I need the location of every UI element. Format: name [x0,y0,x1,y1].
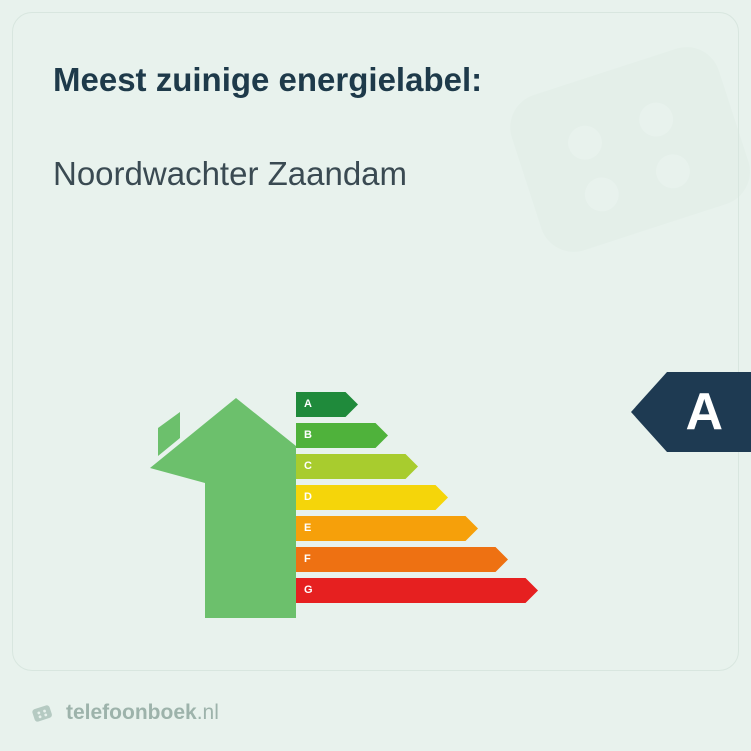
rating-badge: A [631,372,751,452]
house-icon [150,398,300,623]
book-icon [28,699,56,727]
bar-label: G [304,578,313,603]
brand-name: telefoonboek [66,701,197,724]
bar-label: D [304,485,312,510]
badge-arrow [631,372,667,452]
card-subtitle: Noordwachter Zaandam [53,155,698,193]
bar-label: F [304,547,311,572]
card-title: Meest zuinige energielabel: [53,61,698,99]
footer-brand: telefoonboek.nl [28,699,219,727]
bar-label: E [304,516,311,541]
bar-label: B [304,423,312,448]
footer-text: telefoonboek.nl [66,701,219,725]
badge-letter: A [667,372,751,452]
brand-tld: .nl [197,701,219,724]
energy-label-chart: ABCDEFG [150,370,570,620]
bar-label: A [304,392,312,417]
bar-label: C [304,454,312,479]
